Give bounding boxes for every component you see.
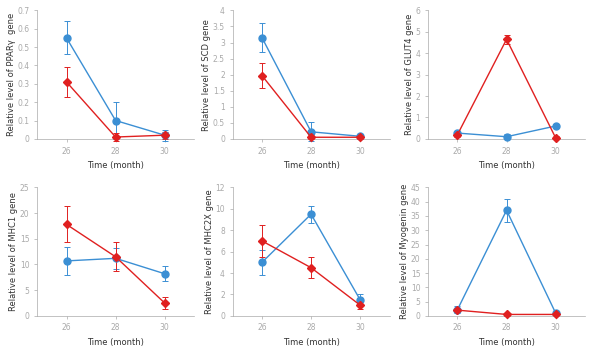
Y-axis label: Relative level of SCD gene: Relative level of SCD gene xyxy=(202,19,211,131)
X-axis label: Time (month): Time (month) xyxy=(282,338,340,347)
X-axis label: Time (month): Time (month) xyxy=(282,161,340,170)
X-axis label: Time (month): Time (month) xyxy=(478,338,535,347)
Y-axis label: Relative level of Myogenin gene: Relative level of Myogenin gene xyxy=(400,184,409,319)
Y-axis label: Relative level of PPARγ  gene: Relative level of PPARγ gene xyxy=(7,13,16,136)
Y-axis label: Relative level of GLUT4 gene: Relative level of GLUT4 gene xyxy=(405,14,414,135)
X-axis label: Time (month): Time (month) xyxy=(478,161,535,170)
Y-axis label: Relative level of MHC2X gene: Relative level of MHC2X gene xyxy=(205,189,214,314)
Y-axis label: Relative level of MHC1 gene: Relative level of MHC1 gene xyxy=(9,192,18,311)
X-axis label: Time (month): Time (month) xyxy=(87,161,144,170)
X-axis label: Time (month): Time (month) xyxy=(87,338,144,347)
